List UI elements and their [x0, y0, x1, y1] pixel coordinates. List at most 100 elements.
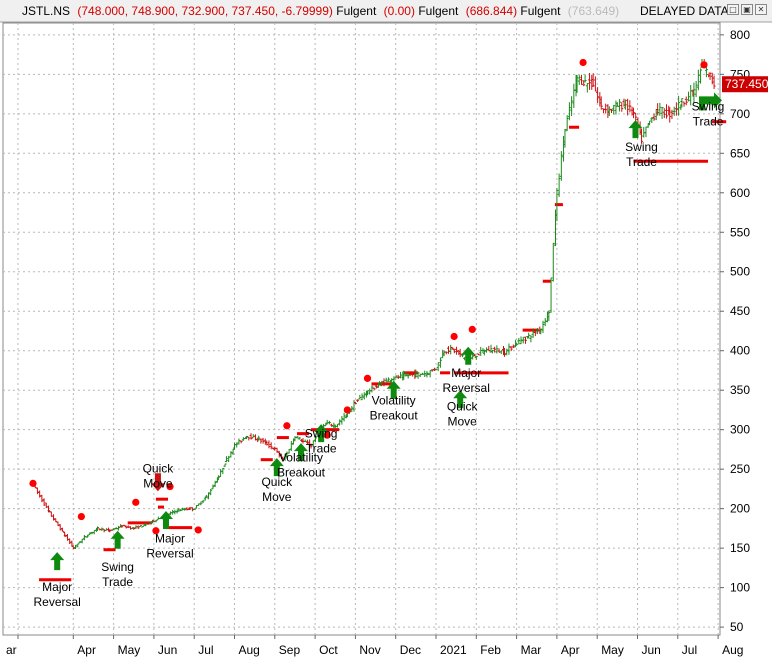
signal-dot: [323, 431, 331, 439]
signal-dot: [283, 422, 291, 430]
signal-dot: [468, 325, 476, 333]
price-layer: [33, 58, 716, 550]
up-arrow-icon: [110, 530, 125, 549]
right-arrow-icon: [699, 92, 723, 111]
header-legend: JSTL.NS (748.000, 748.900, 732.900, 737.…: [22, 4, 619, 18]
x-axis[interactable]: ar Apr May Jun Jul Aug Sep Oct Nov Dec 2021 Feb Mar A…: [6, 635, 743, 657]
y-tick-label: 800: [730, 28, 750, 42]
annotation-label: Move: [448, 415, 478, 429]
dots-layer: [29, 58, 708, 535]
symbol-label: JSTL.NS: [22, 4, 70, 18]
indicator1-value: (0.00): [384, 4, 415, 18]
y-tick-label: 150: [730, 541, 750, 555]
annotation-label: Swing: [305, 427, 338, 441]
up-arrow-icon: [461, 346, 476, 365]
last-price-label: 737.450: [725, 77, 769, 91]
signal-dot: [29, 479, 37, 487]
indicator3-value: (763.649): [568, 4, 619, 18]
signal-dot: [579, 58, 587, 67]
up-arrow-icon: [628, 120, 643, 139]
close-button[interactable]: ✕: [755, 4, 767, 15]
up-arrow-icon: [50, 552, 65, 571]
header-bar: [0, 0, 772, 22]
x-tick-label: Apr: [561, 643, 580, 657]
grid-layer: [3, 23, 720, 635]
y-tick-label: 100: [730, 581, 750, 595]
annotation-label: Volatility: [279, 450, 323, 464]
annotation-label: Swing: [625, 140, 658, 154]
x-tick-label: Dec: [400, 643, 421, 657]
signal-dot: [166, 482, 174, 491]
y-tick-label: 350: [730, 383, 750, 397]
annotation-label: Quick: [447, 400, 479, 414]
annotation-label: Volatility: [372, 393, 416, 407]
up-arrow-icon: [386, 380, 401, 399]
y-tick-label: 50: [730, 620, 744, 634]
delayed-data-label: DELAYED DATA: [640, 4, 729, 18]
annotation-label: Move: [143, 476, 173, 490]
signal-dot: [363, 374, 372, 382]
y-tick-label: 550: [730, 225, 750, 239]
x-tick-label: Jun: [158, 643, 177, 657]
up-arrow-icon: [269, 458, 284, 477]
x-tick-label: 2021: [440, 643, 467, 657]
y-tick-label: 450: [730, 304, 750, 318]
minimize-button[interactable]: □: [727, 4, 739, 15]
y-tick-label: 650: [730, 146, 750, 160]
x-tick-label: Mar: [521, 643, 542, 657]
annotation-label: Reversal: [443, 381, 490, 395]
annotation-label: Swing: [692, 100, 725, 114]
signal-dot: [194, 526, 202, 534]
y-tick-label: 400: [730, 344, 750, 358]
signal-dot: [77, 512, 85, 521]
signal-dot: [152, 527, 160, 535]
x-tick-label: Oct: [319, 643, 338, 657]
down-arrow-icon: [150, 473, 165, 492]
annotation-label: Quick: [261, 475, 293, 489]
x-tick-label: Feb: [480, 643, 501, 657]
y-tick-label: 700: [730, 107, 750, 121]
indicator3-name: Fulgent: [520, 4, 561, 18]
x-tick-label: Jul: [682, 643, 697, 657]
annotation-layer: MajorReversalSwingTradeQuickMoveMajorRev…: [34, 100, 725, 609]
signal-dot: [132, 498, 140, 506]
annotation-label: Breakout: [277, 465, 326, 479]
annotation-label: Reversal: [146, 547, 193, 561]
annotation-label: Trade: [102, 575, 133, 589]
x-tick-label: Nov: [359, 643, 380, 657]
x-tick-label: Jul: [198, 643, 213, 657]
last-price-tag: 737.450: [722, 76, 769, 93]
annotation-label: Quick: [143, 461, 175, 475]
indicator2-value: (686.844): [466, 4, 517, 18]
up-arrow-icon: [293, 443, 308, 462]
y-axis[interactable]: 50 100 150 200 250 300 350 400 450 500 550 600 650 70…: [720, 28, 750, 634]
signal-dot: [700, 61, 708, 69]
x-tick-label: May: [601, 643, 624, 657]
annotation-label: Swing: [101, 560, 134, 574]
x-tick-label: Sep: [279, 643, 301, 657]
annotation-label: Trade: [626, 155, 657, 169]
ohlc-values: (748.000, 748.900, 732.900, 737.450, -6.…: [77, 4, 333, 18]
annotation-label: Reversal: [34, 595, 81, 609]
y-tick-label: 500: [730, 265, 750, 279]
y-tick-label: 300: [730, 423, 750, 437]
y-tick-label: 600: [730, 186, 750, 200]
x-tick-label: May: [118, 643, 141, 657]
plot-frame: [2, 22, 721, 636]
indicator1-name: Fulgent: [336, 4, 377, 18]
maximize-button[interactable]: ▣: [741, 4, 753, 15]
x-tick-label: Jun: [642, 643, 661, 657]
y-tick-label: 200: [730, 502, 750, 516]
x-tick-label: ar: [6, 643, 17, 657]
signal-dot: [343, 406, 351, 414]
x-tick-label: Aug: [239, 643, 260, 657]
up-arrow-icon: [453, 390, 468, 409]
up-arrow-icon: [314, 424, 329, 443]
annotation-label: Major: [42, 580, 72, 594]
up-arrow-icon: [158, 511, 173, 530]
last-price-badge: [722, 76, 768, 93]
indicator2-name: Fulgent: [418, 4, 459, 18]
annotation-label: Major: [451, 366, 481, 380]
annotation-label: Breakout: [370, 408, 419, 422]
